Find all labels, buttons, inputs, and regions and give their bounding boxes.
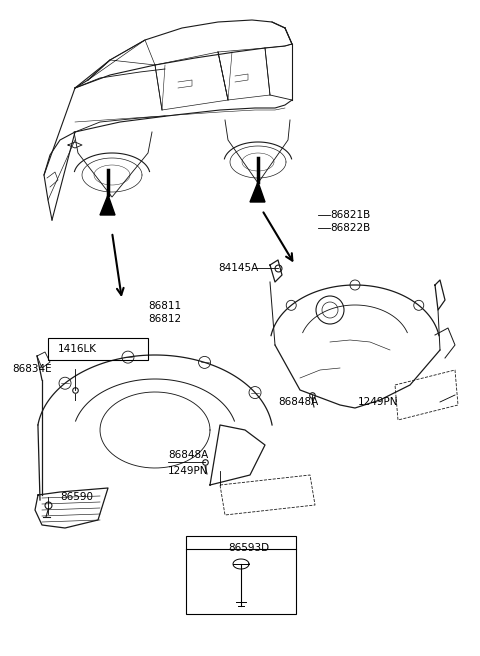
Text: 86821B: 86821B (330, 210, 370, 220)
Polygon shape (250, 182, 265, 202)
Bar (186, 536, 296, 614)
Text: 84145A: 84145A (218, 263, 258, 273)
Polygon shape (100, 195, 115, 215)
Text: 86590: 86590 (60, 492, 93, 502)
Text: 1416LK: 1416LK (58, 344, 97, 354)
Bar (48, 338, 148, 360)
Text: 86834E: 86834E (12, 364, 52, 374)
Text: 1249PN: 1249PN (358, 397, 398, 407)
Text: 86848A: 86848A (168, 450, 208, 460)
Text: 1249PN: 1249PN (168, 466, 208, 476)
Text: 86812: 86812 (148, 314, 181, 324)
Text: 86593D: 86593D (228, 543, 269, 553)
Text: 86822B: 86822B (330, 223, 370, 233)
Text: 86811: 86811 (148, 301, 181, 311)
Text: 86848A: 86848A (278, 397, 318, 407)
